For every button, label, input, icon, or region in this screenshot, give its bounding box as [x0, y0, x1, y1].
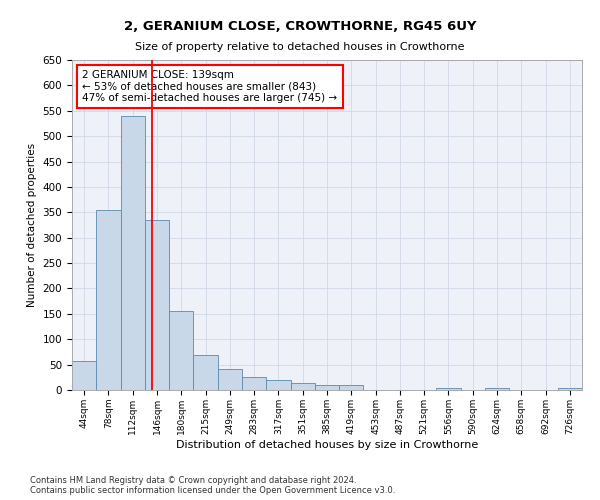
Bar — [96, 210, 121, 390]
Bar — [290, 384, 315, 390]
Bar — [218, 368, 242, 390]
Text: Size of property relative to detached houses in Crowthorne: Size of property relative to detached ho… — [135, 42, 465, 52]
Text: Contains HM Land Registry data © Crown copyright and database right 2024.
Contai: Contains HM Land Registry data © Crown c… — [30, 476, 395, 495]
Bar — [72, 360, 96, 390]
Bar — [436, 388, 461, 390]
Text: 2, GERANIUM CLOSE, CROWTHORNE, RG45 6UY: 2, GERANIUM CLOSE, CROWTHORNE, RG45 6UY — [124, 20, 476, 33]
Y-axis label: Number of detached properties: Number of detached properties — [27, 143, 37, 307]
Bar — [193, 356, 218, 390]
Bar — [558, 388, 582, 390]
Bar — [266, 380, 290, 390]
Bar — [169, 312, 193, 390]
Bar — [485, 388, 509, 390]
Bar — [145, 220, 169, 390]
Bar — [339, 386, 364, 390]
Text: 2 GERANIUM CLOSE: 139sqm
← 53% of detached houses are smaller (843)
47% of semi-: 2 GERANIUM CLOSE: 139sqm ← 53% of detach… — [82, 70, 337, 103]
Bar — [121, 116, 145, 390]
Bar — [315, 386, 339, 390]
X-axis label: Distribution of detached houses by size in Crowthorne: Distribution of detached houses by size … — [176, 440, 478, 450]
Bar — [242, 378, 266, 390]
